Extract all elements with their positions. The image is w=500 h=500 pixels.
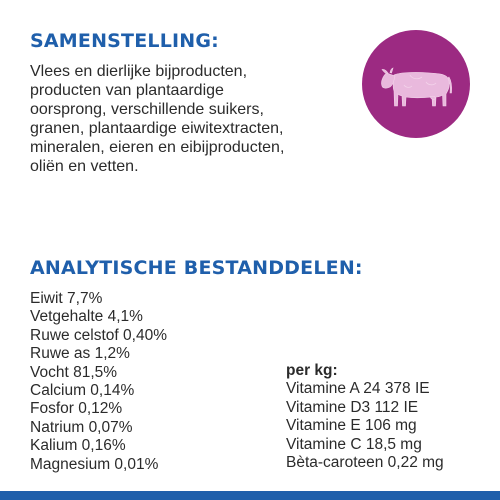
composition-line: Vlees en dierlijke bijproducten,: [30, 63, 248, 80]
vitamin-item: Bèta-caroteen 0,22 mg: [286, 454, 444, 472]
vitamin-item: Vitamine A 24 378 IE: [286, 380, 430, 398]
analysis-heading: ANALYTISCHE BESTANDDELEN:: [30, 257, 363, 279]
analysis-item: Ruwe as 1,2%: [30, 345, 130, 363]
bottom-accent-bar: [0, 491, 500, 500]
analysis-item: Vocht 81,5%: [30, 363, 118, 381]
analysis-item: Eiwit 7,7%: [30, 290, 103, 307]
analysis-item: Calcium 0,14%: [30, 382, 135, 400]
vitamin-item: Vitamine E 106 mg: [286, 417, 417, 435]
vitamin-list: Vitamine A 24 378 IE Vitamine D3 112 IE …: [286, 380, 444, 472]
analysis-item: Ruwe celstof 0,40%: [30, 326, 167, 344]
composition-line: oliën en vetten.: [30, 158, 139, 175]
analysis-item: Fosfor 0,12%: [30, 400, 123, 418]
composition-line: oorsprong, verschillende suikers,: [30, 101, 264, 118]
analysis-item: Natrium 0,07%: [30, 418, 133, 436]
composition-line: granen, plantaardige eiwitextracten,: [30, 120, 284, 137]
analysis-item: Magnesium 0,01%: [30, 455, 159, 473]
composition-line: producten van plantaardige: [30, 82, 224, 99]
cow-icon: [381, 67, 452, 107]
vitamin-item: Vitamine C 18,5 mg: [286, 435, 422, 453]
vitamin-item: Vitamine D3 112 IE: [286, 398, 419, 416]
vitamin-block: per kg: Vitamine A 24 378 IE Vitamine D3…: [286, 362, 444, 472]
analysis-item: Kalium 0,16%: [30, 437, 126, 455]
composition-heading: SAMENSTELLING:: [30, 30, 219, 52]
composition-text: Vlees en dierlijke bijproducten, product…: [30, 62, 360, 176]
meat-badge: [362, 30, 470, 138]
analysis-list: Eiwit 7,7% Vetgehalte 4,1% Ruwe celstof …: [30, 290, 167, 474]
per-kg-label: per kg:: [286, 362, 338, 379]
composition-line: mineralen, eieren en eibijproducten,: [30, 139, 285, 156]
analysis-item: Vetgehalte 4,1%: [30, 308, 143, 326]
